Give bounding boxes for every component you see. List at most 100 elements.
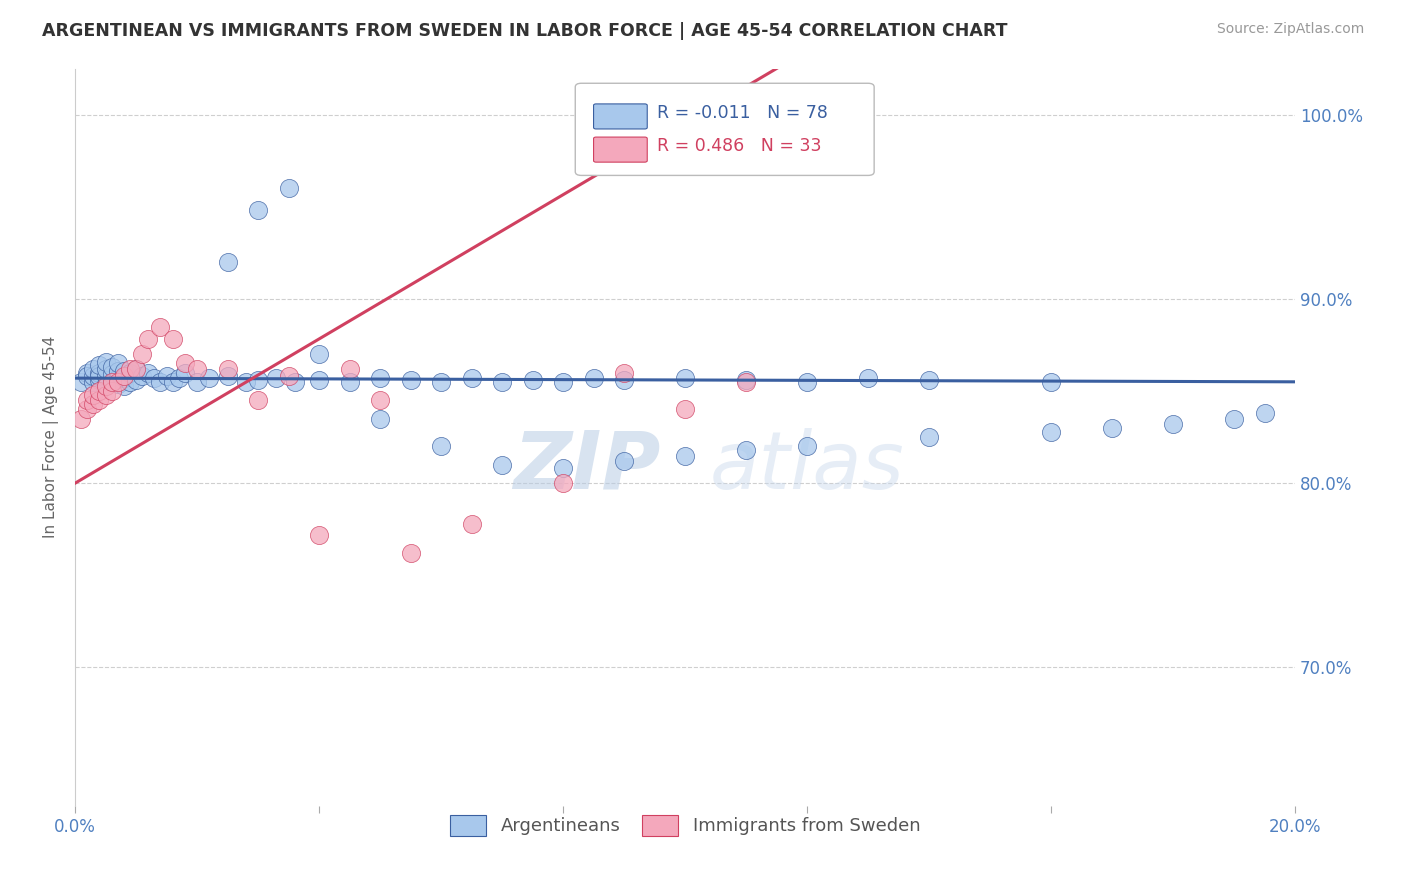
Point	[112, 378, 135, 392]
Point	[368, 411, 391, 425]
Point	[247, 373, 270, 387]
Point	[100, 375, 122, 389]
Point	[112, 371, 135, 385]
Point	[277, 369, 299, 384]
Point	[89, 393, 111, 408]
Point	[94, 376, 117, 391]
Point	[107, 364, 129, 378]
Point	[76, 366, 98, 380]
Point	[673, 402, 696, 417]
Point	[118, 366, 141, 380]
Point	[613, 366, 636, 380]
Point	[856, 371, 879, 385]
Point	[430, 439, 453, 453]
Point	[173, 356, 195, 370]
Point	[522, 373, 544, 387]
FancyBboxPatch shape	[575, 83, 875, 176]
Point	[491, 375, 513, 389]
Point	[125, 362, 148, 376]
Point	[100, 384, 122, 398]
Point	[308, 347, 330, 361]
Point	[94, 354, 117, 368]
Point	[735, 375, 758, 389]
Point	[918, 373, 941, 387]
Point	[673, 449, 696, 463]
Point	[796, 439, 818, 453]
Text: ARGENTINEAN VS IMMIGRANTS FROM SWEDEN IN LABOR FORCE | AGE 45-54 CORRELATION CHA: ARGENTINEAN VS IMMIGRANTS FROM SWEDEN IN…	[42, 22, 1008, 40]
Point	[247, 393, 270, 408]
Point	[339, 362, 361, 376]
Point	[82, 388, 104, 402]
Point	[918, 430, 941, 444]
Point	[582, 371, 605, 385]
Point	[613, 454, 636, 468]
Point	[399, 373, 422, 387]
Point	[162, 375, 184, 389]
Point	[1253, 406, 1275, 420]
Point	[70, 411, 93, 425]
Point	[155, 369, 177, 384]
Point	[143, 371, 166, 385]
Point	[70, 375, 93, 389]
Point	[89, 369, 111, 384]
Point	[125, 362, 148, 376]
Point	[82, 362, 104, 376]
Point	[217, 369, 239, 384]
Point	[136, 366, 159, 380]
Point	[89, 373, 111, 387]
Point	[107, 375, 129, 389]
Point	[339, 375, 361, 389]
FancyBboxPatch shape	[593, 103, 647, 129]
Point	[308, 528, 330, 542]
Point	[186, 375, 208, 389]
Point	[167, 371, 190, 385]
Point	[82, 375, 104, 389]
Point	[131, 347, 153, 361]
Point	[76, 393, 98, 408]
Point	[247, 203, 270, 218]
Point	[107, 376, 129, 391]
Point	[277, 181, 299, 195]
Point	[149, 375, 172, 389]
Point	[162, 333, 184, 347]
Point	[460, 371, 482, 385]
Point	[613, 373, 636, 387]
Text: atlas: atlas	[710, 427, 904, 506]
Point	[76, 369, 98, 384]
Point	[89, 358, 111, 372]
FancyBboxPatch shape	[593, 137, 647, 162]
Point	[217, 255, 239, 269]
Point	[368, 371, 391, 385]
Point	[125, 373, 148, 387]
Point	[735, 442, 758, 457]
Point	[100, 368, 122, 382]
Text: ZIP: ZIP	[513, 427, 661, 506]
Point	[1101, 421, 1123, 435]
Point	[368, 393, 391, 408]
Point	[94, 378, 117, 392]
Point	[399, 546, 422, 560]
Text: R = -0.011   N = 78: R = -0.011 N = 78	[657, 103, 828, 121]
Point	[491, 458, 513, 472]
Point	[100, 375, 122, 389]
Point	[94, 388, 117, 402]
Point	[551, 476, 574, 491]
Point	[1161, 417, 1184, 432]
Point	[1223, 411, 1246, 425]
Point	[460, 516, 482, 531]
Point	[266, 371, 288, 385]
Point	[136, 333, 159, 347]
Text: Source: ZipAtlas.com: Source: ZipAtlas.com	[1216, 22, 1364, 37]
Point	[82, 397, 104, 411]
Point	[173, 366, 195, 380]
Point	[107, 371, 129, 385]
Point	[94, 369, 117, 384]
Point	[198, 371, 221, 385]
Point	[89, 366, 111, 380]
Point	[217, 362, 239, 376]
Point	[284, 375, 307, 389]
Point	[112, 364, 135, 378]
Point	[1040, 425, 1063, 439]
Legend: Argentineans, Immigrants from Sweden: Argentineans, Immigrants from Sweden	[441, 805, 929, 845]
Point	[82, 369, 104, 384]
